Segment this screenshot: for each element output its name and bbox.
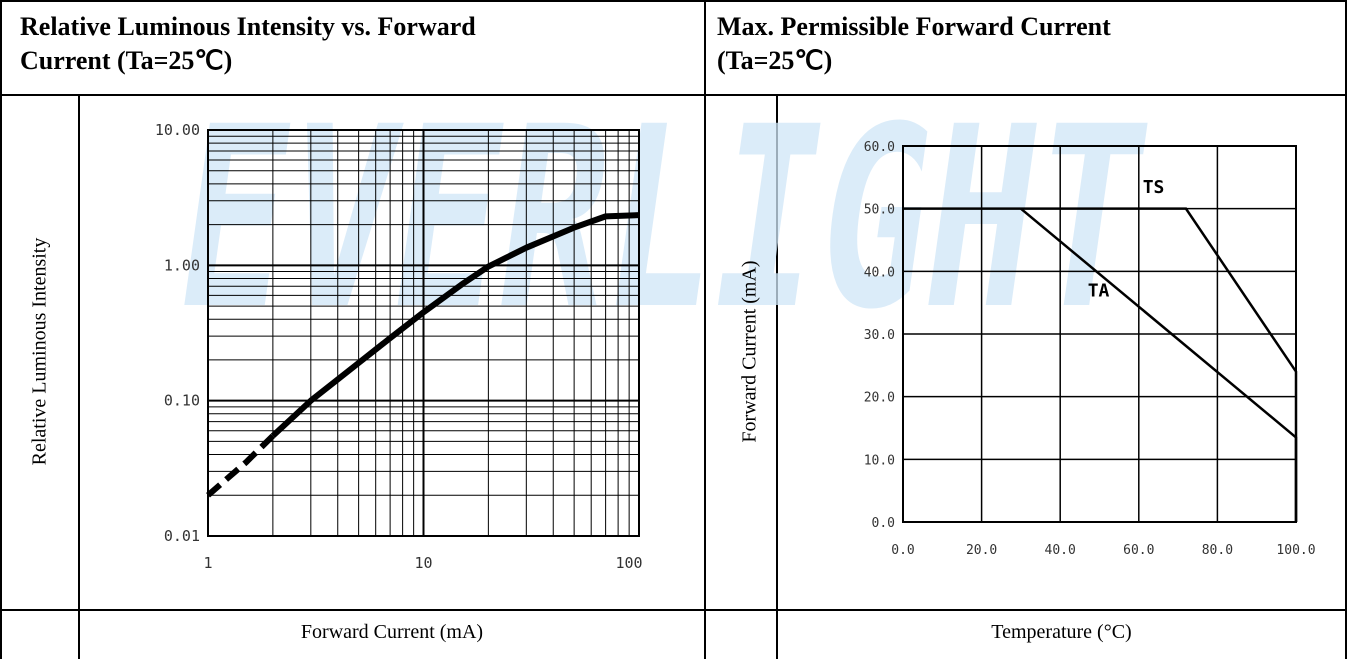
- y-tick-label: 0.10: [164, 392, 200, 410]
- plot-frame: [207, 129, 640, 537]
- left-x-axis-label: Forward Current (mA): [300, 621, 484, 643]
- series-label-ta: TA: [1088, 280, 1110, 301]
- y-tick-label: 10.00: [155, 121, 200, 139]
- x-tick-label: 1: [203, 554, 212, 572]
- left-chart-title: Relative Luminous Intensity vs. Forward …: [20, 10, 700, 78]
- right-chart-title-line2: (Ta=25℃): [717, 46, 833, 75]
- max-forward-current-chart: 60.0 50.0 40.0 30.0 20.0 10.0 0.0 0.0 20.0 40.0 60…: [864, 140, 1316, 558]
- table-border-header: [0, 94, 1347, 96]
- left-chart-title-line1: Relative Luminous Intensity vs. Forward: [20, 12, 476, 41]
- table-border-right: [1345, 0, 1347, 659]
- table-border-row: [0, 609, 1347, 611]
- x-tick-label: 0.0: [891, 543, 914, 558]
- y-tick-label: 1.00: [164, 256, 200, 274]
- series-line-ts: [903, 207, 1298, 522]
- x-tick-label: 10: [414, 554, 432, 572]
- y-tick-label: 50.0: [864, 203, 895, 218]
- x-tick-label: 60.0: [1123, 543, 1154, 558]
- y-tick-label: 0.0: [872, 516, 895, 531]
- curve-solid-segment: [270, 212, 640, 439]
- right-label-column-divider: [776, 95, 778, 659]
- curve-dashed-segment: [206, 433, 275, 498]
- right-chart-title-line1: Max. Permissible Forward Current: [717, 12, 1111, 41]
- series-line-ta: [1020, 207, 1298, 522]
- x-tick-label: 100: [615, 554, 642, 572]
- right-chart-title: Max. Permissible Forward Current (Ta=25℃…: [717, 10, 1337, 78]
- x-tick-label: 80.0: [1202, 543, 1233, 558]
- y-tick-label: 10.0: [864, 453, 895, 468]
- left-label-column-divider: [78, 95, 80, 659]
- x-tick-label: 40.0: [1045, 543, 1076, 558]
- left-chart-title-line2: Current (Ta=25℃): [20, 46, 233, 75]
- x-tick-label: 100.0: [1276, 543, 1315, 558]
- luminous-intensity-chart: 10.00 1.00 0.10 0.011 10 100: [155, 121, 643, 572]
- y-tick-label: 60.0: [864, 140, 895, 155]
- y-tick-label: 20.0: [864, 391, 895, 406]
- table-border-middle: [704, 0, 706, 659]
- x-tick-label: 20.0: [966, 543, 997, 558]
- table-border-left: [0, 0, 2, 659]
- left-y-axis-label: Relative Luminous Intensity: [28, 237, 51, 466]
- y-tick-label: 0.01: [164, 527, 200, 545]
- y-tick-label: 40.0: [864, 265, 895, 280]
- y-tick-label: 30.0: [864, 328, 895, 343]
- right-y-axis-label: Forward Current (mA): [738, 260, 761, 443]
- plot-frame: [902, 145, 1297, 523]
- series-label-ts: TS: [1143, 177, 1165, 198]
- table-border-top: [0, 0, 1347, 2]
- right-x-axis-label: Temperature (°C): [991, 621, 1132, 643]
